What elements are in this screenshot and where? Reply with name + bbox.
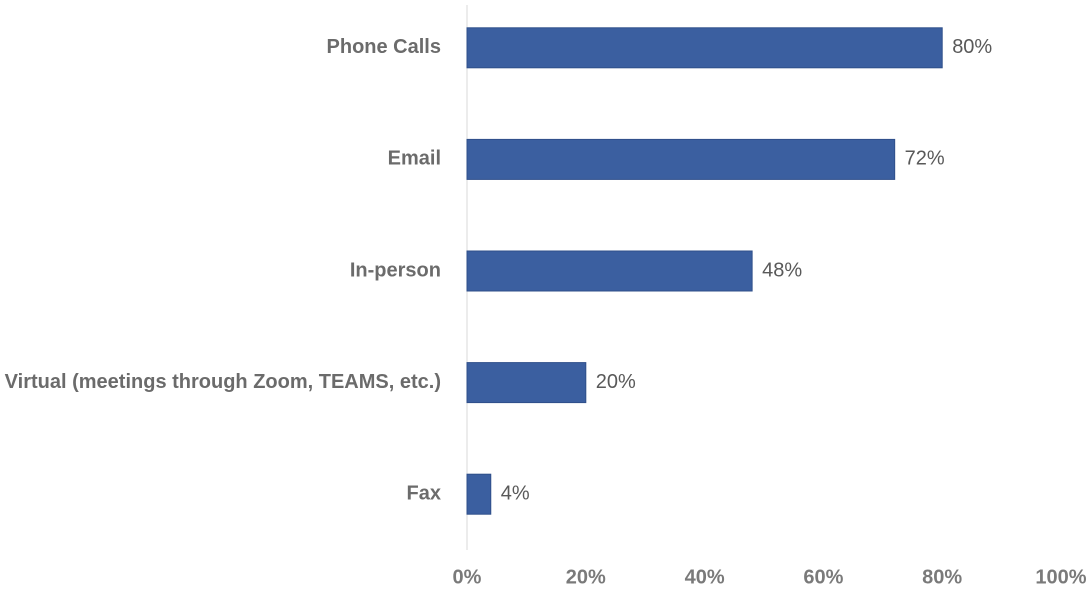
bar: [466, 138, 896, 180]
category-label: Phone Calls: [327, 36, 441, 58]
value-label: 80%: [952, 36, 992, 58]
value-label: 20%: [596, 371, 636, 393]
category-label: Virtual (meetings through Zoom, TEAMS, e…: [5, 371, 441, 393]
category-label: Fax: [407, 482, 441, 504]
x-tick-label: 60%: [803, 566, 843, 588]
value-label: 48%: [762, 259, 802, 281]
x-tick-label: 0%: [453, 566, 482, 588]
category-label: Email: [388, 148, 441, 170]
bar: [466, 27, 943, 69]
category-label: In-person: [350, 259, 441, 281]
bar: [466, 250, 753, 292]
x-tick-label: 40%: [685, 566, 725, 588]
value-label: 72%: [905, 148, 945, 170]
bar: [466, 473, 492, 515]
x-tick-label: 100%: [1035, 566, 1086, 588]
x-tick-label: 20%: [566, 566, 606, 588]
bar: [466, 362, 587, 404]
x-tick-label: 80%: [922, 566, 962, 588]
value-label: 4%: [501, 482, 530, 504]
